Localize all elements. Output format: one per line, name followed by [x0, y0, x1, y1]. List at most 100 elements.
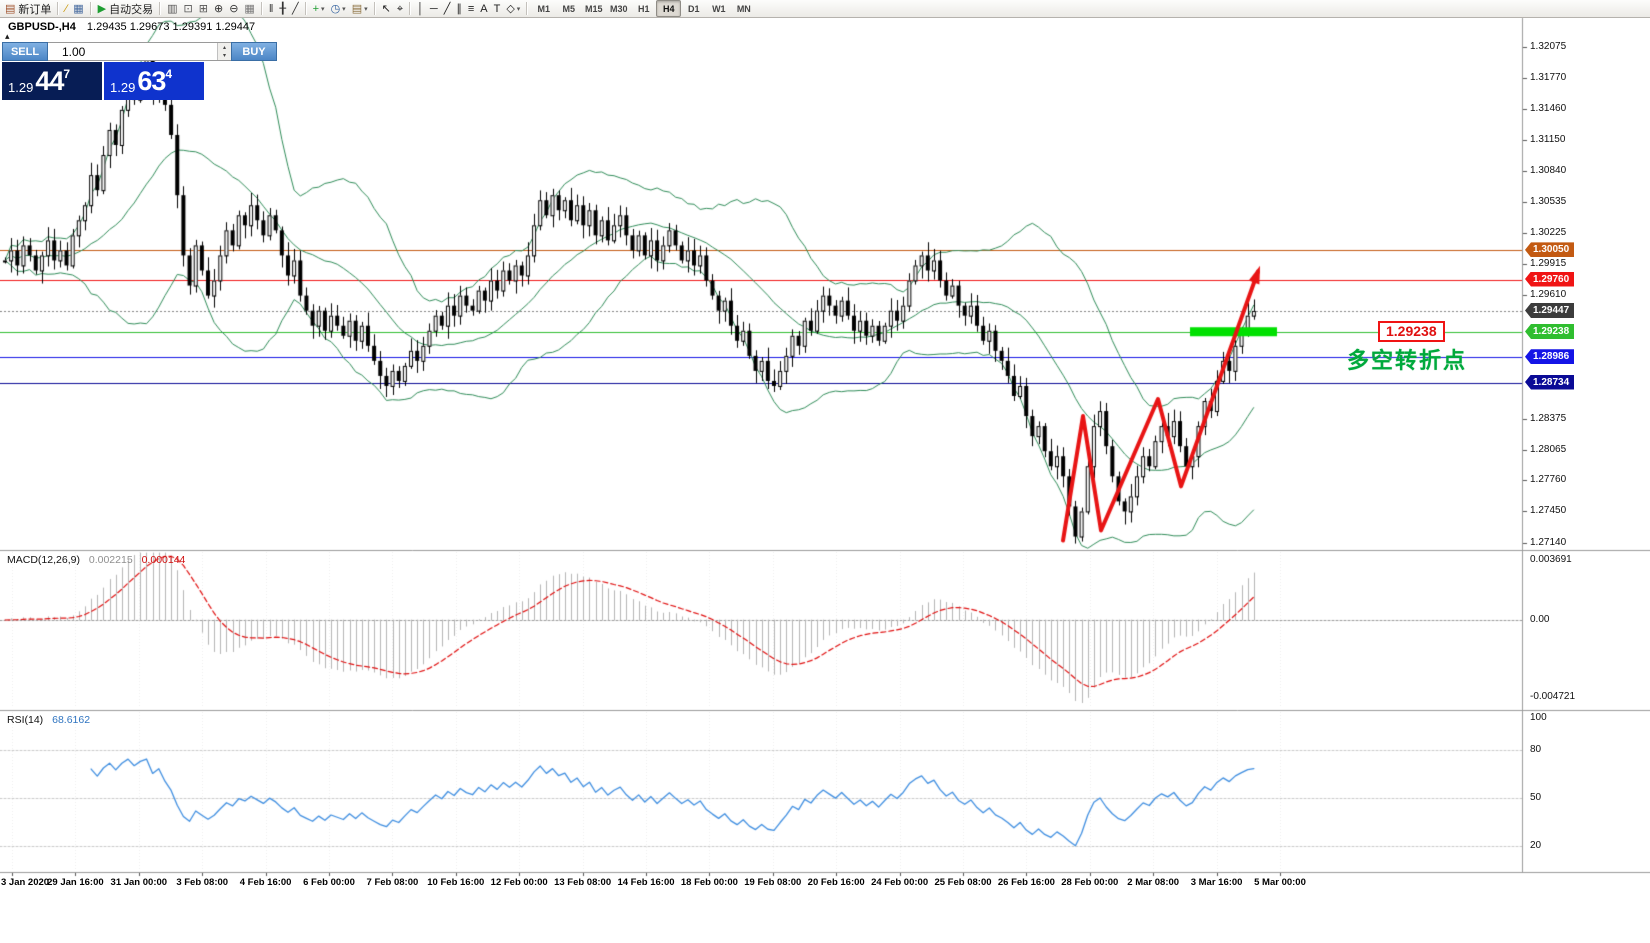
price-annotation-box[interactable]: 1.29238	[1378, 321, 1445, 342]
price-tick: 1.31770	[1530, 71, 1567, 83]
timeframe-d1[interactable]: D1	[688, 3, 700, 14]
profiles-icon: ▦	[73, 2, 84, 15]
time-tick: 13 Feb 08:00	[554, 877, 612, 888]
cursor-button[interactable]: ↖	[379, 1, 394, 17]
volume-stepper: ▴ ▾	[217, 43, 231, 60]
fibonacci-button[interactable]: ≡	[465, 1, 477, 17]
ohlc-values: 1.29435 1.29673 1.29391 1.29447	[86, 21, 256, 33]
time-tick: 26 Feb 16:00	[997, 877, 1055, 888]
channel-button[interactable]: ∥	[453, 1, 465, 17]
time-tick: 24 Feb 00:00	[871, 877, 929, 888]
timeframe-m1[interactable]: M1	[537, 3, 551, 14]
timeframe-m30[interactable]: M30	[610, 3, 628, 14]
autotrading-button[interactable]: ▶ 自动交易	[95, 1, 156, 17]
price-level-label: 1.29447	[1525, 302, 1575, 318]
timeframe-h1[interactable]: H1	[638, 3, 650, 14]
price-level-label: 1.29238	[1525, 323, 1575, 339]
volume-down-icon[interactable]: ▾	[218, 51, 231, 60]
price-tick: 1.29915	[1530, 257, 1567, 269]
profiles-button[interactable]: ▦	[70, 1, 86, 17]
vertical-line-icon: │	[417, 2, 424, 15]
time-tick: 18 Feb 00:00	[680, 877, 738, 888]
styler-button[interactable]: ∕	[62, 1, 70, 17]
timeframe-h4[interactable]: H4	[656, 0, 682, 17]
new-order-button[interactable]: ▤ 新订单	[2, 1, 54, 17]
grid-button[interactable]: ▦	[241, 1, 257, 17]
toolbar-separator	[373, 2, 376, 15]
timeframe-w1[interactable]: W1	[712, 3, 726, 14]
zoom-in-icon: ⊕	[213, 2, 224, 15]
template-icon: ▤	[351, 2, 363, 15]
one-click-collapse-arrow[interactable]: ▴	[5, 31, 10, 41]
volume-input[interactable]	[48, 43, 217, 60]
price-tick: 1.28375	[1530, 412, 1567, 424]
buy-price-pip: 4	[165, 67, 173, 81]
rsi-scale-tick: 50	[1530, 792, 1542, 803]
price-tick: 1.29610	[1530, 288, 1567, 300]
shapes-button[interactable]: ◇ ▾	[503, 1, 523, 17]
volume-up-icon[interactable]: ▴	[218, 43, 231, 52]
rsi-label: RSI(14) 68.6162	[7, 714, 90, 726]
rsi-scale-tick: 80	[1530, 744, 1542, 755]
price-tick: 1.30225	[1530, 226, 1567, 238]
crosshair-button[interactable]: ⌖	[394, 1, 406, 17]
rsi-name: RSI(14)	[7, 714, 44, 726]
label-button[interactable]: T	[491, 1, 504, 17]
trendline-button[interactable]: ╱	[441, 1, 454, 17]
new-chart-button[interactable]: ▥	[164, 1, 180, 17]
periods-button[interactable]: ◷ ▾	[328, 1, 349, 17]
price-tick: 1.28065	[1530, 443, 1567, 455]
price-tick: 1.27450	[1530, 505, 1567, 517]
time-axis[interactable]: 3 Jan 2020 29 Jan 16:00 31 Jan 00:00 3 Feb …	[0, 875, 1522, 892]
zoom-out-button[interactable]: ⊖	[226, 1, 241, 17]
time-tick: 12 Feb 00:00	[490, 877, 548, 888]
toolbar-separator	[57, 2, 60, 15]
buy-price-base: 1.29	[110, 80, 136, 95]
time-tick: 31 Jan 00:00	[110, 877, 168, 888]
price-scale[interactable]: 1.32075 1.31770 1.31460 1.31150 1.30840 1.305…	[1524, 0, 1650, 890]
horizontal-line-button[interactable]: ─	[427, 1, 441, 17]
chevron-down-icon[interactable]: ▾	[364, 5, 368, 13]
rsi-scale-tick: 20	[1530, 840, 1542, 851]
sell-price-main: 44	[35, 66, 64, 96]
one-click-trading-widget: SELL ▴ ▾ BUY 1.29 44 7 1.29 63 4	[2, 42, 277, 100]
turning-point-label[interactable]: 多空转折点	[1347, 348, 1468, 373]
timeframe-m15[interactable]: M15	[585, 3, 603, 14]
zoom-in-button[interactable]: ⊕	[211, 1, 226, 17]
tile-windows-button[interactable]: ⊞	[196, 1, 211, 17]
new-chart-icon: ▥	[167, 2, 178, 15]
sell-price-panel[interactable]: 1.29 44 7	[2, 62, 102, 100]
shapes-icon: ◇	[506, 2, 515, 15]
text-button[interactable]: A	[477, 1, 490, 17]
price-tick: 1.30535	[1530, 195, 1567, 207]
price-tick: 1.31460	[1530, 102, 1567, 114]
timeframe-mn[interactable]: MN	[736, 3, 751, 14]
toolbar-separator	[409, 2, 412, 15]
bar-chart-button[interactable]: ‖	[266, 1, 277, 17]
cascade-windows-icon: ⊡	[183, 2, 193, 15]
vertical-line-button[interactable]: │	[414, 1, 427, 17]
toolbar-separator	[260, 2, 263, 15]
macd-scale-tick: 0.00	[1530, 614, 1550, 625]
line-chart-icon: ╱	[291, 2, 299, 15]
sell-price-pip: 7	[63, 67, 71, 81]
buy-price-main: 63	[137, 66, 166, 96]
price-level-label: 1.29760	[1525, 271, 1575, 287]
chevron-down-icon[interactable]: ▾	[342, 5, 346, 13]
sell-price-base: 1.29	[8, 80, 34, 95]
indicators-button[interactable]: + ▾	[310, 1, 328, 17]
buy-button[interactable]: BUY	[231, 42, 277, 61]
timeframe-m5[interactable]: M5	[562, 3, 576, 14]
line-chart-button[interactable]: ╱	[289, 1, 302, 17]
time-tick: 4 Feb 16:00	[239, 877, 292, 888]
templates-button[interactable]: ▤ ▾	[349, 1, 371, 17]
candlestick-chart-button[interactable]: ╂	[276, 1, 289, 17]
time-tick: 3 Jan 2020	[1, 877, 50, 888]
chevron-down-icon[interactable]: ▾	[321, 5, 325, 13]
cascade-windows-button[interactable]: ⊡	[181, 1, 196, 17]
buy-price-panel[interactable]: 1.29 63 4	[104, 62, 204, 100]
chevron-down-icon[interactable]: ▾	[516, 5, 521, 13]
macd-scale-tick: -0.004721	[1530, 690, 1576, 702]
sell-button[interactable]: SELL	[2, 42, 48, 61]
